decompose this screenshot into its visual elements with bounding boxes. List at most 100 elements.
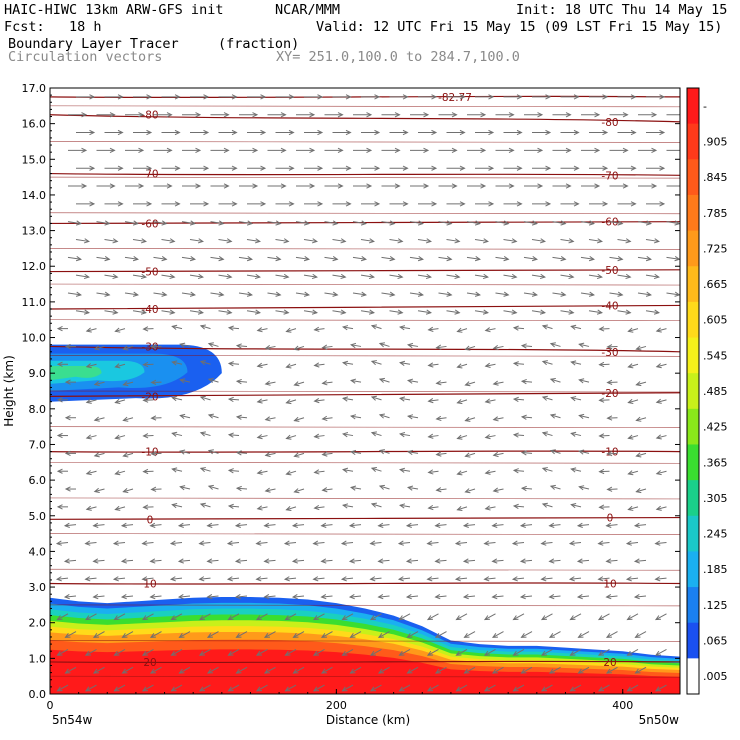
vector-arrow [617, 310, 631, 314]
contour-label: -50 [141, 267, 158, 279]
vector-arrow [474, 310, 488, 314]
vector-arrowhead [659, 201, 666, 207]
vector-arrow [172, 468, 183, 472]
vector-arrowhead [627, 505, 634, 511]
vector-arrowhead [679, 148, 680, 153]
contour-line [50, 450, 680, 453]
vector-arrow [207, 559, 219, 562]
vector-arrowhead [578, 485, 585, 491]
vector-arrowhead [645, 220, 652, 226]
vector-arrow [637, 292, 651, 296]
vector-arrowhead [114, 505, 121, 511]
vector-arrowhead [431, 201, 438, 207]
contour-line-minor [50, 675, 680, 678]
vector-arrow [655, 613, 667, 620]
vector-arrowhead [332, 220, 339, 226]
vector-arrowhead [121, 668, 128, 674]
vector-arrowhead [548, 668, 555, 674]
vector-arrow [464, 595, 476, 598]
contour-line [50, 582, 680, 585]
vector-arrow [286, 435, 297, 439]
vector-arrowhead [349, 342, 357, 349]
vector-arrow [228, 613, 240, 620]
vector-arrowhead [541, 324, 548, 330]
vector-arrowhead [227, 503, 234, 509]
vector-arrowhead [255, 650, 262, 656]
vector-arrow [295, 256, 309, 260]
vector-arrowhead [397, 309, 404, 315]
colorbar-frame [686, 87, 700, 695]
vector-arrow [208, 343, 219, 347]
vector-arrowhead [655, 327, 662, 333]
contour-line-minor [50, 426, 680, 428]
vector-arrowhead [635, 381, 642, 387]
vector-arrow [370, 649, 382, 656]
vector-arrowhead [374, 201, 381, 207]
contour-label: -60 [141, 218, 158, 230]
contour-line [50, 172, 680, 176]
vector-arrowhead [605, 594, 612, 600]
vector-arrowhead [654, 540, 661, 546]
vector-arrow [218, 310, 232, 314]
contour-label: 0 [147, 514, 154, 526]
vector-arrowhead [570, 324, 577, 330]
vector-arrow [57, 613, 69, 620]
vector-arrowhead [406, 485, 414, 491]
vector-arrow [246, 310, 260, 314]
vector-arrowhead [455, 686, 462, 692]
vector-arrowhead [482, 309, 489, 315]
vector-arrow [123, 417, 134, 421]
vector-arrowhead [132, 256, 139, 262]
vector-arrow [343, 504, 354, 508]
vector-arrowhead [264, 487, 271, 493]
vector-arrowhead [114, 434, 121, 440]
vector-arrow [199, 577, 211, 580]
vector-arrowhead [397, 576, 404, 582]
vector-arrow [200, 503, 211, 508]
vector-arrowhead [349, 414, 357, 420]
vector-arrow [65, 631, 77, 638]
vector-arrowhead [634, 633, 641, 638]
vector-arrowhead [645, 291, 652, 297]
vector-arrow [456, 613, 468, 620]
vector-arrow [560, 310, 574, 314]
vector-arrow [513, 505, 525, 508]
vector-arrow [350, 631, 362, 638]
vector-arrow [399, 649, 411, 656]
vector-arrow [571, 325, 582, 330]
vector-arrow [180, 450, 191, 454]
vector-arrowhead [654, 615, 661, 621]
vector-arrow [123, 381, 134, 386]
vector-arrow [85, 577, 97, 580]
vector-arrow [257, 363, 268, 367]
vector-arrowhead [627, 398, 634, 404]
vector-arrowhead [435, 380, 442, 386]
vector-arrowhead [317, 94, 324, 100]
vector-arrowhead [545, 165, 552, 171]
vector-arrow [180, 414, 191, 419]
vector-arrow [93, 595, 105, 598]
vector-arrowhead [120, 594, 127, 600]
vector-arrow [457, 399, 468, 404]
vector-arrowhead [520, 668, 527, 674]
vector-arrow [228, 327, 240, 330]
vector-arrowhead [541, 360, 548, 366]
vector-arrowhead [573, 165, 580, 171]
vector-arrow [124, 256, 138, 260]
vector-arrow [123, 488, 134, 493]
vector-arrowhead [283, 309, 290, 315]
vector-arrow [598, 542, 610, 545]
vector-arrow [286, 363, 297, 368]
vector-arrow [484, 649, 496, 656]
vector-arrowhead [377, 668, 384, 674]
vector-arrow [75, 310, 89, 314]
vector-arrowhead [541, 431, 548, 437]
vector-arrowhead [206, 594, 213, 600]
vector-arrowhead [659, 94, 666, 100]
vector-arrow [94, 417, 105, 421]
contour-line-minor [50, 248, 680, 250]
vector-arrow [86, 399, 97, 403]
vector-arrow [322, 417, 333, 420]
vector-arrowhead [655, 505, 662, 511]
vector-arrow [436, 381, 447, 384]
